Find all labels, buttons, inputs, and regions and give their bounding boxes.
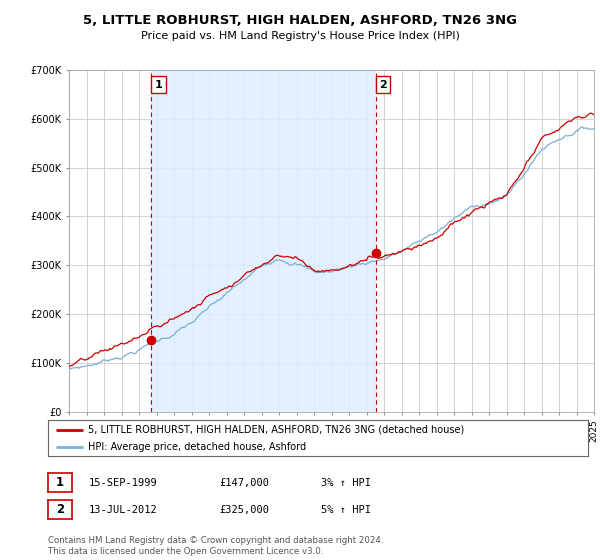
Text: 2: 2	[379, 80, 387, 90]
Text: Price paid vs. HM Land Registry's House Price Index (HPI): Price paid vs. HM Land Registry's House …	[140, 31, 460, 41]
Text: 5, LITTLE ROBHURST, HIGH HALDEN, ASHFORD, TN26 3NG (detached house): 5, LITTLE ROBHURST, HIGH HALDEN, ASHFORD…	[89, 425, 465, 435]
Text: HPI: Average price, detached house, Ashford: HPI: Average price, detached house, Ashf…	[89, 442, 307, 451]
Text: 5, LITTLE ROBHURST, HIGH HALDEN, ASHFORD, TN26 3NG: 5, LITTLE ROBHURST, HIGH HALDEN, ASHFORD…	[83, 14, 517, 27]
Text: 1: 1	[56, 476, 64, 489]
Text: 3% ↑ HPI: 3% ↑ HPI	[321, 478, 371, 488]
Text: 5% ↑ HPI: 5% ↑ HPI	[321, 505, 371, 515]
Bar	[151, 70, 376, 412]
Text: 1: 1	[155, 80, 163, 90]
Text: 13-JUL-2012: 13-JUL-2012	[89, 505, 158, 515]
Text: 15-SEP-1999: 15-SEP-1999	[89, 478, 158, 488]
Text: £325,000: £325,000	[219, 505, 269, 515]
Text: 2: 2	[56, 503, 64, 516]
Text: £147,000: £147,000	[219, 478, 269, 488]
Text: Contains HM Land Registry data © Crown copyright and database right 2024.
This d: Contains HM Land Registry data © Crown c…	[48, 536, 383, 556]
